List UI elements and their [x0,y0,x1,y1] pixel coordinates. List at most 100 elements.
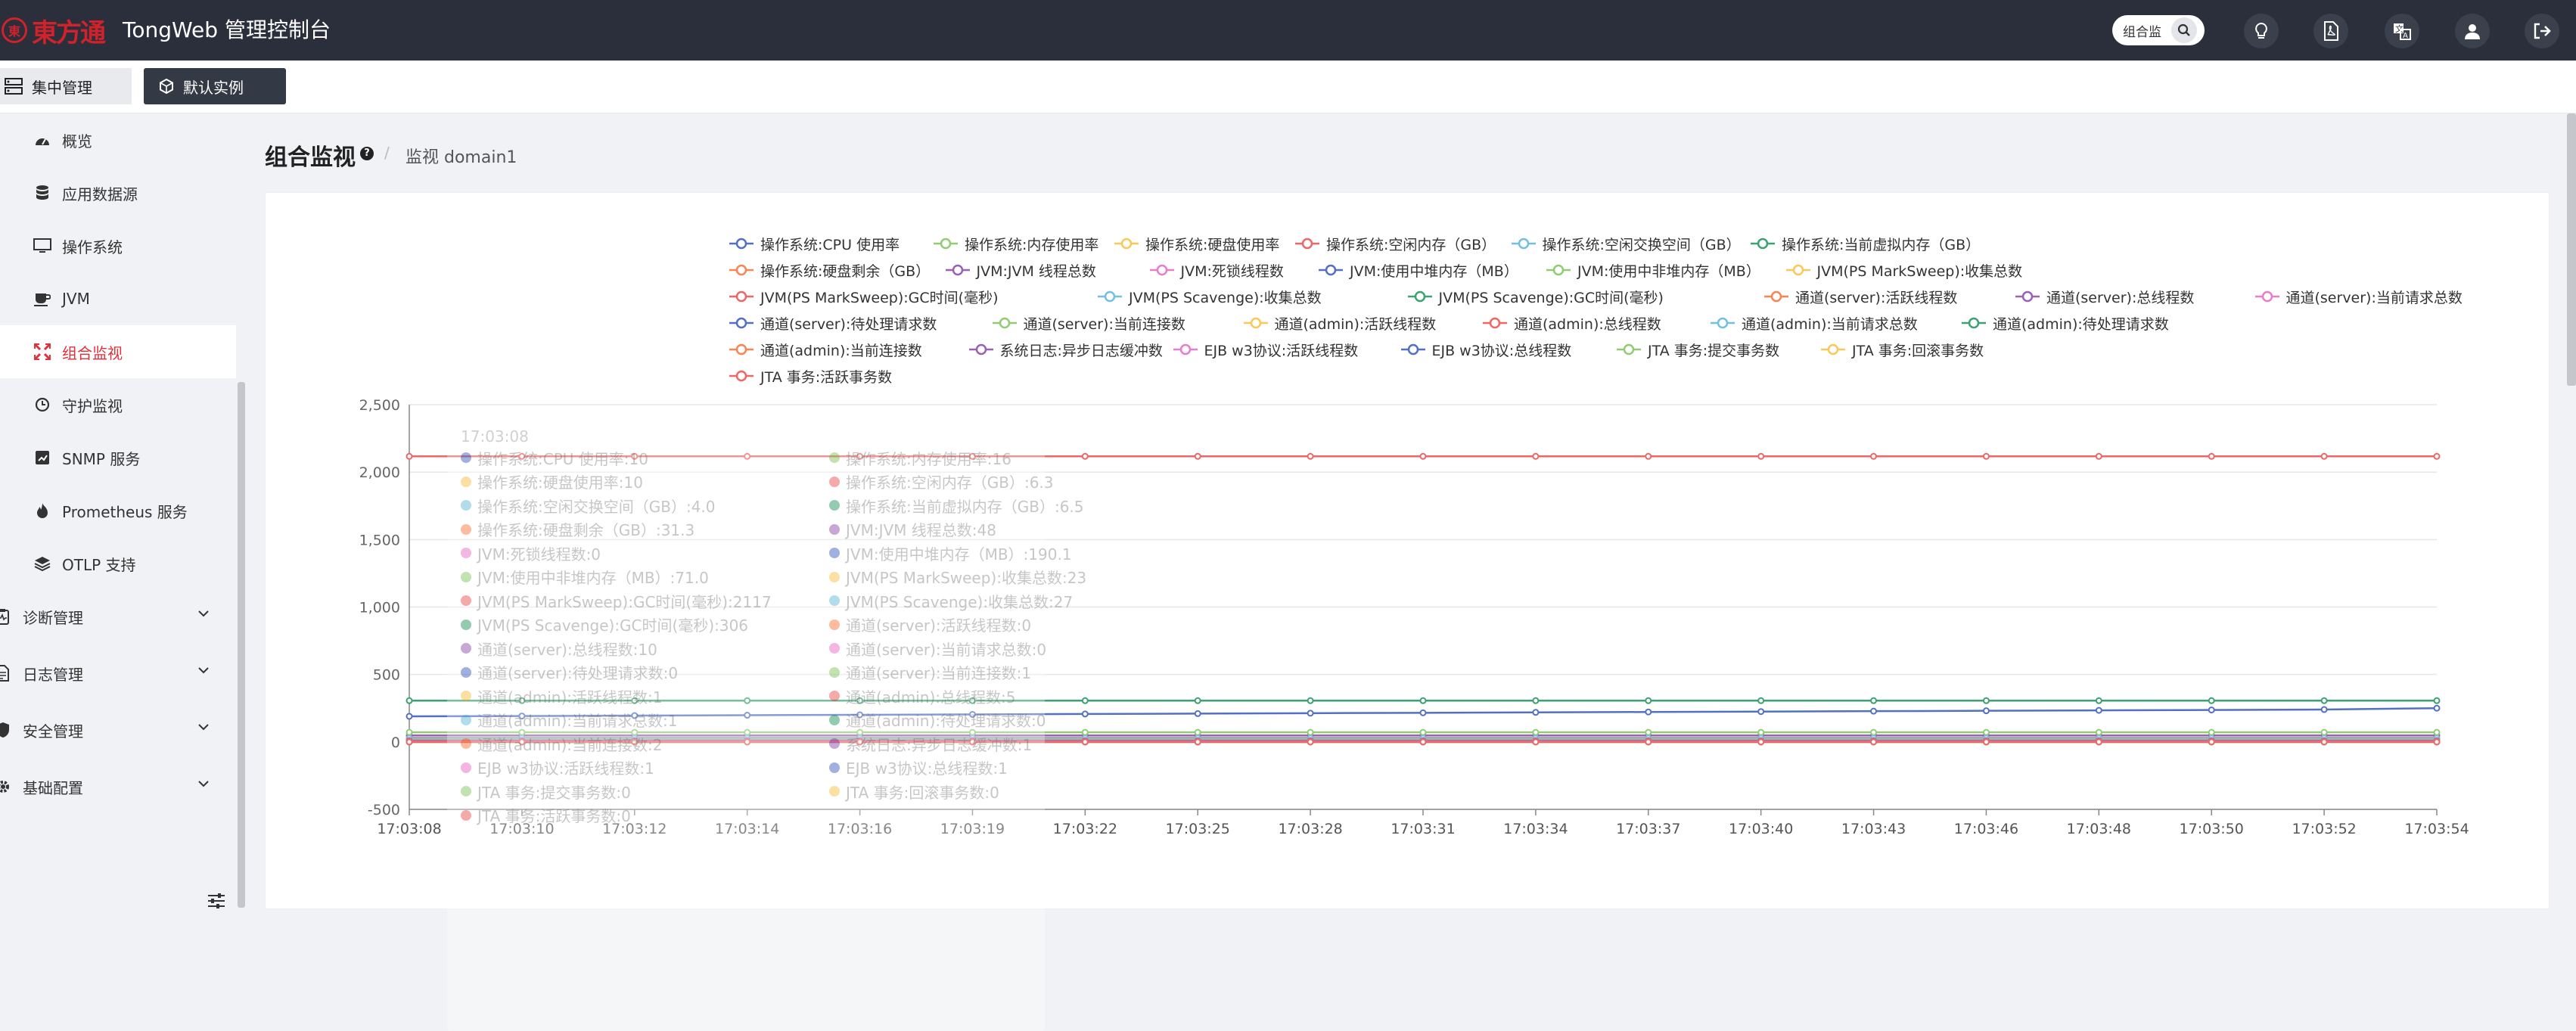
data-point [1645,728,1652,736]
sidebar-item-guard-monitor[interactable]: 守护监视 [0,378,236,431]
tooltip-row: 操作系统:硬盘使用率:10 [461,471,643,492]
tooltip-label: JVM:使用中非堆内存（MB）:71.0 [477,569,709,587]
legend-item[interactable]: JVM:死锁线程数 [1149,260,1284,280]
sidebar-item-label: 组合监视 [62,343,123,362]
combine-icon [33,343,51,361]
tooltip-row: 操作系统:空闲内存（GB）:6.3 [829,471,1054,492]
pdf-button[interactable] [2313,14,2348,48]
legend-item[interactable]: 操作系统:当前虚拟内存（GB） [1750,234,1980,253]
legend-item[interactable]: 操作系统:空闲内存（GB） [1294,234,1496,253]
legend-item[interactable]: 通道(admin):总线程数 [1482,313,1661,333]
page-scrollbar[interactable] [2567,113,2576,386]
sidebar-scrollbar[interactable] [238,382,245,908]
sidebar-item-jvm[interactable]: JVM [0,272,236,325]
breadcrumb[interactable]: 监视 domain1 [406,148,517,167]
sidebar-item-snmp[interactable]: SNMP 服务 [0,431,236,484]
fire-icon [33,502,51,520]
legend-item[interactable]: JTA 事务:提交事务数 [1616,340,1779,359]
sidebar-item-label: Prometheus 服务 [62,502,188,521]
search-input[interactable] [2123,23,2170,38]
tooltip-label: 通道(server):当前请求总数:0 [846,640,1047,659]
clock-icon [33,396,51,414]
x-tick-label: 17:03:48 [2067,821,2131,837]
data-point [1419,709,1427,716]
sidebar-item-prometheus[interactable]: Prometheus 服务 [0,484,236,537]
sidebar-item-os[interactable]: 操作系统 [0,219,236,272]
legend-item[interactable]: JTA 事务:回滚事务数 [1820,340,1984,359]
tooltip-row: 通道(server):当前连接数:1 [829,662,1031,683]
legend-item[interactable]: 通道(server):待处理请求数 [729,313,937,333]
tooltip-dot [829,548,840,558]
data-point [2095,706,2102,714]
user-button[interactable] [2455,14,2490,48]
data-point [1532,709,1540,716]
sidebar-group-diagnostics[interactable]: 诊断管理 [0,590,227,643]
legend-item[interactable]: 通道(server):当前连接数 [992,313,1185,333]
sidebar-group-logs[interactable]: 日志管理 [0,647,227,700]
data-point [1532,697,1540,704]
legend-item[interactable]: 通道(admin):活跃线程数 [1243,313,1436,333]
legend-item[interactable]: 操作系统:硬盘剩余（GB） [729,260,930,280]
legend-item[interactable]: 通道(admin):当前连接数 [729,340,922,359]
tooltip-row: JVM(PS Scavenge):收集总数:27 [829,590,1073,611]
sidebar-item-overview[interactable]: 概览 [0,113,236,166]
tooltip-dot [829,500,840,511]
legend-item[interactable]: 操作系统:CPU 使用率 [729,234,900,253]
legend-item[interactable]: JVM:使用中非堆内存（MB） [1546,260,1760,280]
sidebar-group-security[interactable]: 安全管理 [0,703,227,756]
data-point [1645,452,1652,460]
legend-label: JTA 事务:活跃事务数 [760,368,893,386]
legend-item[interactable]: 通道(server):当前请求总数 [2254,287,2463,306]
sidebar-settings-button[interactable] [207,893,225,912]
legend-marker-icon [729,238,754,250]
legend-item[interactable]: JVM:使用中堆内存（MB） [1318,260,1518,280]
tooltip-time: 17:03:08 [461,427,529,446]
search-button[interactable] [2171,17,2197,43]
x-tick-label: 17:03:34 [1503,821,1568,837]
legend-item[interactable]: 通道(server):活跃线程数 [1763,287,1957,306]
legend-item[interactable]: JVM:JVM 线程总数 [945,260,1096,280]
tooltip-row: JVM(PS MarkSweep):收集总数:23 [829,567,1086,588]
legend-item[interactable]: JVM(PS MarkSweep):GC时间(毫秒) [729,287,998,306]
legend-item[interactable]: 系统日志:异步日志缓冲数 [968,340,1163,359]
tooltip-row: 通道(admin):总线程数:5 [829,685,1015,706]
legend-item[interactable]: JVM(PS MarkSweep):收集总数 [1785,260,2022,280]
legend-item[interactable]: 通道(server):总线程数 [2015,287,2194,306]
legend-item[interactable]: 操作系统:硬盘使用率 [1114,234,1279,253]
tooltip-row: 操作系统:空闲交换空间（GB）:4.0 [461,495,716,516]
help-icon[interactable]: ? [360,147,374,160]
sidebar-item-label: 守护监视 [62,396,123,415]
data-point [406,452,413,460]
database-icon [33,184,51,202]
tab-central-management[interactable]: 集中管理 [0,68,132,104]
tab-default-instance[interactable]: 默认实例 [144,68,286,104]
sidebar-group-basic-config[interactable]: 基础配置 [0,760,227,813]
tab-label: 默认实例 [183,78,244,97]
legend-item[interactable]: 操作系统:内存使用率 [933,234,1098,253]
data-point [1645,697,1652,704]
legend-item[interactable]: JVM(PS Scavenge):GC时间(毫秒) [1407,287,1664,306]
data-point [1982,738,1990,746]
tooltip-row: JVM(PS MarkSweep):GC时间(毫秒):2117 [461,590,772,611]
tips-button[interactable] [2244,14,2279,48]
legend-item[interactable]: 通道(admin):当前请求总数 [1710,313,1918,333]
legend-label: 通道(admin):待处理请求数 [1993,315,2169,333]
snmp-icon [33,449,51,467]
data-point [631,697,639,704]
legend-label: JTA 事务:回滚事务数 [1852,342,1984,359]
legend-item[interactable]: EJB w3协议:活跃线程数 [1173,340,1358,359]
tooltip-row: 系统日志:异步日志缓冲数:1 [829,733,1032,754]
legend-item[interactable]: 通道(admin):待处理请求数 [1961,313,2169,333]
legend-marker-icon [992,317,1017,329]
sidebar-item-datasource[interactable]: 应用数据源 [0,166,236,219]
legend-item[interactable]: JVM(PS Scavenge):收集总数 [1097,287,1322,306]
legend-item[interactable]: 操作系统:空闲交换空间（GB） [1511,234,1741,253]
logout-button[interactable] [2525,14,2559,48]
legend-item[interactable]: EJB w3协议:总线程数 [1400,340,1571,359]
legend-item[interactable]: JTA 事务:活跃事务数 [729,366,892,386]
legend-marker-icon [1785,264,1810,276]
legend-marker-icon [1821,343,1845,356]
sidebar-item-combined-monitor[interactable]: 组合监视 [0,325,236,378]
sidebar-item-otlp[interactable]: OTLP 支持 [0,537,236,590]
